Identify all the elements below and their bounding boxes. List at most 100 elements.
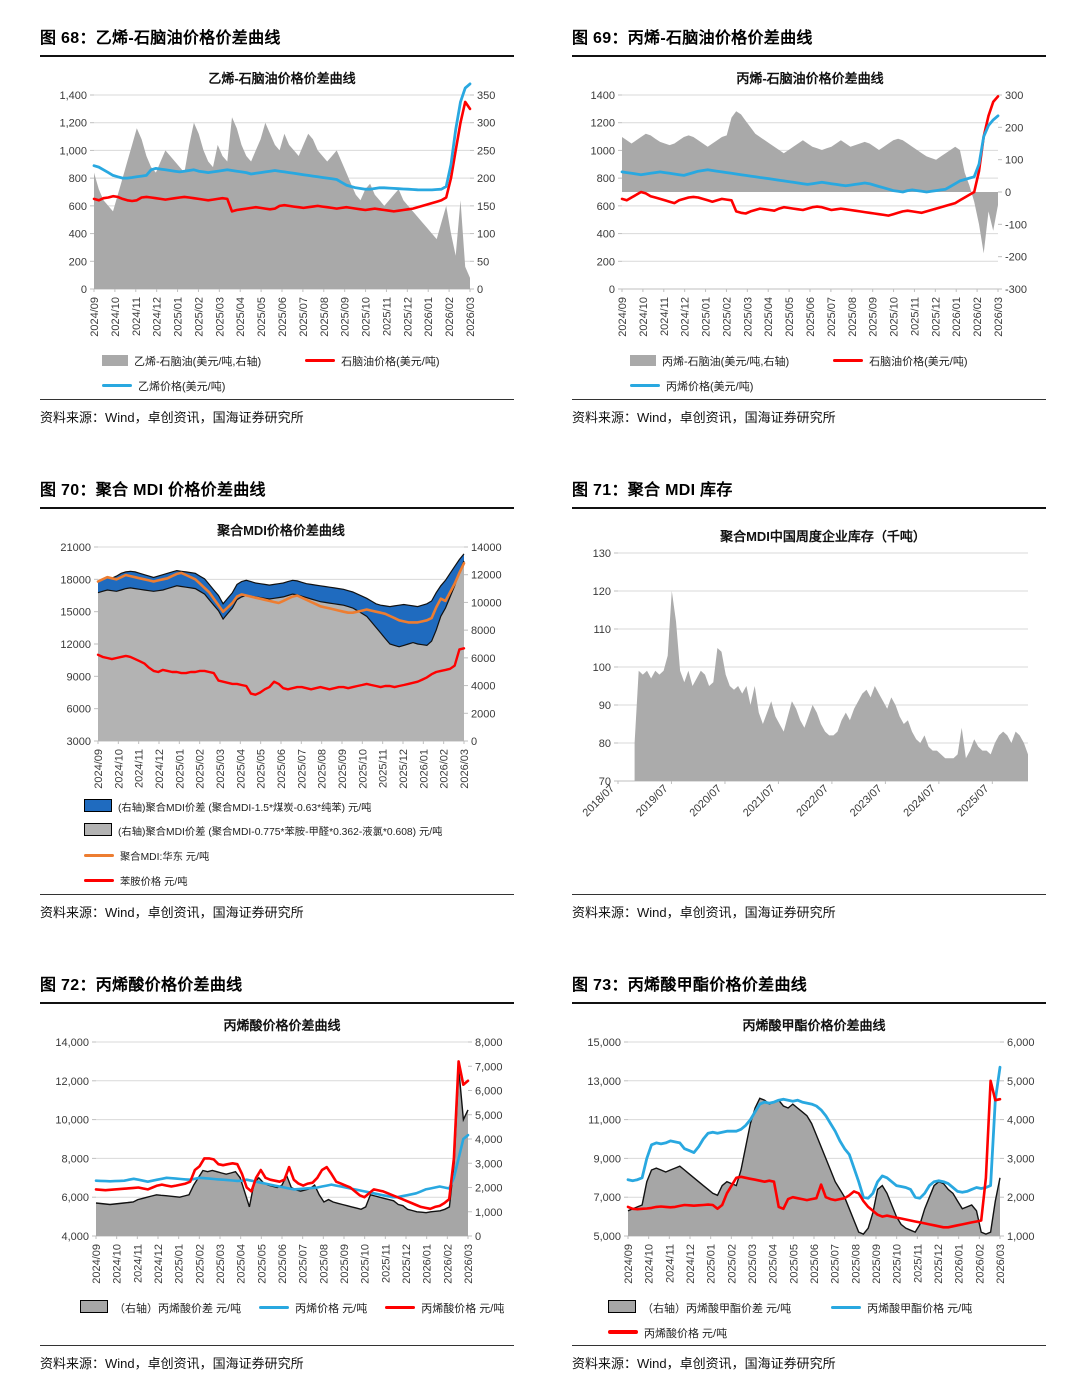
svg-text:5,000: 5,000 — [593, 1231, 621, 1243]
svg-text:2025/04: 2025/04 — [763, 297, 775, 337]
legend-label: (右轴)聚合MDI价差 (聚合MDI-0.775*苯胺-甲醛*0.362-液氯*… — [118, 827, 443, 839]
legend-item: （右轴）丙烯酸价差 元/吨 — [80, 1299, 241, 1318]
svg-text:2026/02: 2026/02 — [439, 749, 451, 789]
svg-text:2,000: 2,000 — [475, 1182, 503, 1194]
legend-box-swatch — [630, 355, 656, 366]
svg-text:2025/07: 2025/07 — [298, 1244, 310, 1284]
svg-text:3,000: 3,000 — [475, 1158, 503, 1170]
figure-73-plot: 15,000 13,000 11,000 9,000 7,000 5,000 6,000 5,… — [587, 1018, 1035, 1284]
figure-71-source: 资料来源：Wind，卓创资讯，国海证券研究所 — [572, 893, 1046, 923]
svg-text:2025/11: 2025/11 — [380, 1244, 392, 1283]
svg-text:2025/11: 2025/11 — [381, 297, 393, 336]
svg-text:2025/06: 2025/06 — [809, 1244, 821, 1284]
svg-text:9,000: 9,000 — [593, 1153, 621, 1165]
svg-text:800: 800 — [597, 173, 615, 185]
svg-text:350: 350 — [477, 90, 495, 102]
svg-text:200: 200 — [1005, 122, 1023, 134]
legend-label: 丙烯-石脑油(美元/吨,右轴) — [662, 356, 790, 368]
legend-line-swatch — [630, 383, 660, 387]
legend-box-swatch — [84, 798, 112, 812]
svg-text:400: 400 — [69, 229, 87, 241]
svg-text:2025/06: 2025/06 — [805, 297, 817, 337]
legend-item: (右轴)聚合MDI价差 (聚合MDI-0.775*苯胺-甲醛*0.362-液氯*… — [84, 823, 442, 841]
svg-text:12000: 12000 — [471, 569, 502, 581]
figure-73-header: 图 73：丙烯酸甲酯价格价差曲线 — [572, 967, 1046, 1004]
svg-text:250: 250 — [477, 145, 495, 157]
legend-box-swatch — [102, 355, 128, 366]
svg-text:3000: 3000 — [67, 736, 91, 748]
svg-text:2025/12: 2025/12 — [930, 297, 942, 337]
figure-69-plot: 14001200100080060040020003002001000-100-… — [591, 71, 1028, 337]
svg-text:800: 800 — [69, 173, 87, 185]
svg-text:丙烯酸价格价差曲线: 丙烯酸价格价差曲线 — [223, 1018, 340, 1033]
svg-text:2025/12: 2025/12 — [933, 1244, 945, 1284]
svg-text:2026/03: 2026/03 — [463, 1244, 475, 1284]
figure-72: 图 72：丙烯酸价格价差曲线 14,000 12,000 10,000 8,000 6,… — [40, 967, 514, 1375]
legend-item: （右轴）丙烯酸甲酯价差 元/吨 — [608, 1299, 791, 1318]
svg-text:2024/12: 2024/12 — [680, 297, 692, 337]
svg-text:2024/10: 2024/10 — [110, 297, 122, 337]
svg-text:110: 110 — [593, 624, 611, 636]
svg-text:2026/02: 2026/02 — [444, 297, 456, 337]
svg-text:100: 100 — [477, 229, 495, 241]
legend-label: 石脑油价格(美元/吨) — [869, 356, 968, 368]
figure-68-header: 图 68：乙烯-石脑油价格价差曲线 — [40, 20, 514, 57]
svg-text:2024/12: 2024/12 — [153, 1244, 165, 1284]
svg-text:2025/03: 2025/03 — [747, 1244, 759, 1284]
svg-text:2024/11: 2024/11 — [659, 297, 671, 336]
svg-text:2025/07: 2025/07 — [296, 749, 308, 789]
svg-text:2025/04: 2025/04 — [768, 1244, 780, 1284]
svg-text:0: 0 — [475, 1231, 481, 1243]
legend-label: 丙烯酸价格 元/吨 — [644, 1327, 728, 1340]
legend-label: 丙烯酸价格 元/吨 — [421, 1302, 505, 1315]
legend-item: 丙烯酸甲酯价格 元/吨 — [831, 1301, 972, 1318]
figure-72-plot: 14,000 12,000 10,000 8,000 6,000 4,000 8,000 7,… — [55, 1018, 503, 1284]
svg-text:6,000: 6,000 — [1007, 1037, 1035, 1049]
legend-box-swatch — [608, 1299, 636, 1313]
figure-73-source: 资料来源：Wind，卓创资讯，国海证券研究所 — [572, 1345, 1046, 1374]
svg-text:-300: -300 — [1005, 284, 1027, 296]
figure-70-header: 图 70：聚合 MDI 价格价差曲线 — [40, 472, 514, 509]
svg-text:2025/09: 2025/09 — [868, 297, 880, 337]
svg-text:14,000: 14,000 — [55, 1037, 89, 1049]
svg-text:-100: -100 — [1005, 219, 1027, 231]
svg-text:9000: 9000 — [67, 671, 91, 683]
svg-text:100: 100 — [593, 662, 611, 674]
figure-72-header: 图 72：丙烯酸价格价差曲线 — [40, 967, 514, 1004]
legend-box-swatch — [84, 823, 112, 837]
figure-70-chart: 21000 18000 15000 12000 9000 6000 3000 14000 120… — [40, 509, 514, 894]
svg-text:2024/11: 2024/11 — [134, 749, 146, 788]
svg-text:15,000: 15,000 — [587, 1037, 621, 1049]
svg-text:1,000: 1,000 — [1007, 1231, 1035, 1243]
svg-text:80: 80 — [599, 738, 611, 750]
svg-text:11,000: 11,000 — [588, 1114, 621, 1126]
svg-text:1400: 1400 — [591, 90, 615, 102]
svg-text:6,000: 6,000 — [61, 1192, 89, 1204]
svg-text:2024/12: 2024/12 — [154, 749, 166, 789]
legend-item: 丙烯-石脑油(美元/吨,右轴) — [630, 354, 789, 371]
svg-text:2025/02: 2025/02 — [194, 1244, 206, 1284]
svg-text:2025/07: 2025/07 — [826, 297, 838, 337]
svg-text:2024/11: 2024/11 — [132, 1244, 144, 1283]
figure-70-legend: (右轴)聚合MDI价差 (聚合MDI-1.5*煤炭-0.63*纯苯) 元/吨 (右… — [40, 795, 514, 894]
svg-text:2024/09: 2024/09 — [91, 1244, 103, 1284]
svg-text:0: 0 — [471, 736, 477, 748]
figure-grid: 图 68：乙烯-石脑油价格价差曲线 1,400 1,200 1,000 800 600 4… — [40, 20, 1048, 1374]
svg-text:400: 400 — [597, 229, 615, 241]
svg-text:2022/07: 2022/07 — [794, 782, 831, 819]
svg-text:14000: 14000 — [471, 542, 502, 554]
svg-text:2024/07: 2024/07 — [901, 782, 938, 819]
svg-text:300: 300 — [1005, 90, 1023, 102]
svg-text:0: 0 — [609, 284, 615, 296]
svg-text:2025/06: 2025/06 — [277, 297, 289, 337]
svg-text:18000: 18000 — [60, 574, 91, 586]
svg-text:2025/03: 2025/03 — [215, 1244, 227, 1284]
svg-text:2026/03: 2026/03 — [465, 297, 477, 337]
figure-69: 图 69：丙烯-石脑油价格价差曲线 1400 1200 1000 800 600 400 2… — [572, 20, 1046, 428]
svg-text:2025/04: 2025/04 — [235, 749, 247, 789]
legend-line-swatch — [608, 1330, 638, 1334]
svg-text:21000: 21000 — [60, 542, 91, 554]
svg-text:200: 200 — [69, 256, 87, 268]
svg-text:2025/03: 2025/03 — [742, 297, 754, 337]
svg-text:2024/10: 2024/10 — [113, 749, 125, 789]
